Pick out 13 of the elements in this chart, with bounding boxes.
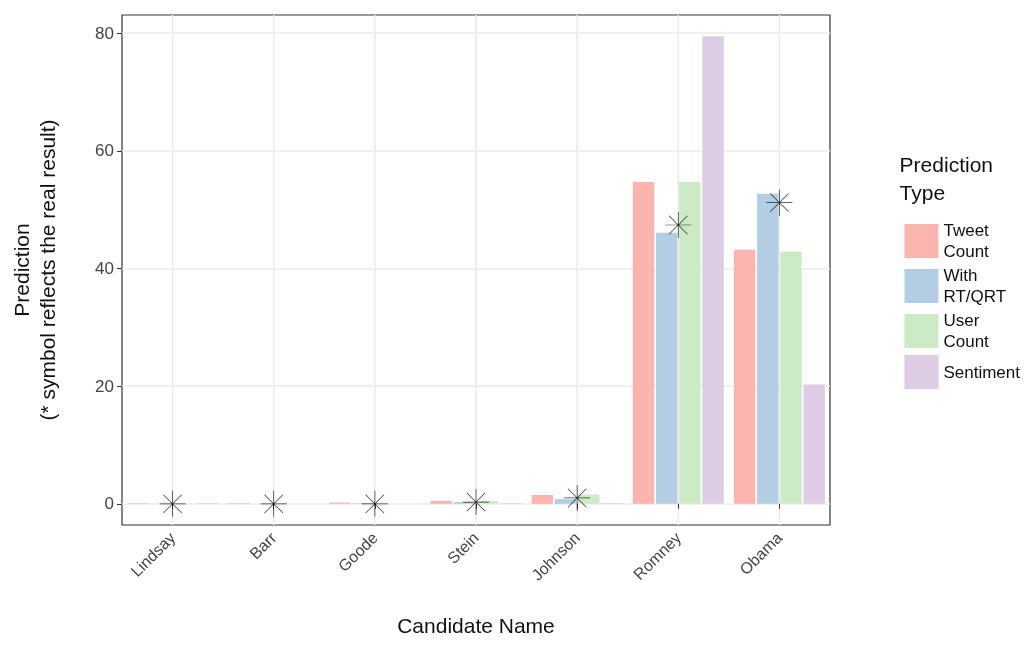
legend-title: Prediction Type [899,152,994,204]
legend-label: User Count [943,311,990,351]
y-tick-label: 0 [104,494,114,514]
legend-label: Sentiment [943,362,1021,382]
legend-label: With RT/QRT [943,266,1007,306]
y-tick-label: 40 [95,259,114,279]
legend-label: Tweet Count [943,221,990,261]
y-axis-title: Prediction (* symbol reflects the real result) [9,119,59,421]
y-tick-label: 60 [95,141,114,161]
y-tick-label: 20 [95,376,114,396]
y-tick-label: 80 [95,23,114,43]
x-tick-label: Barr [246,528,281,563]
x-axis-title: Candidate Name [397,614,555,637]
